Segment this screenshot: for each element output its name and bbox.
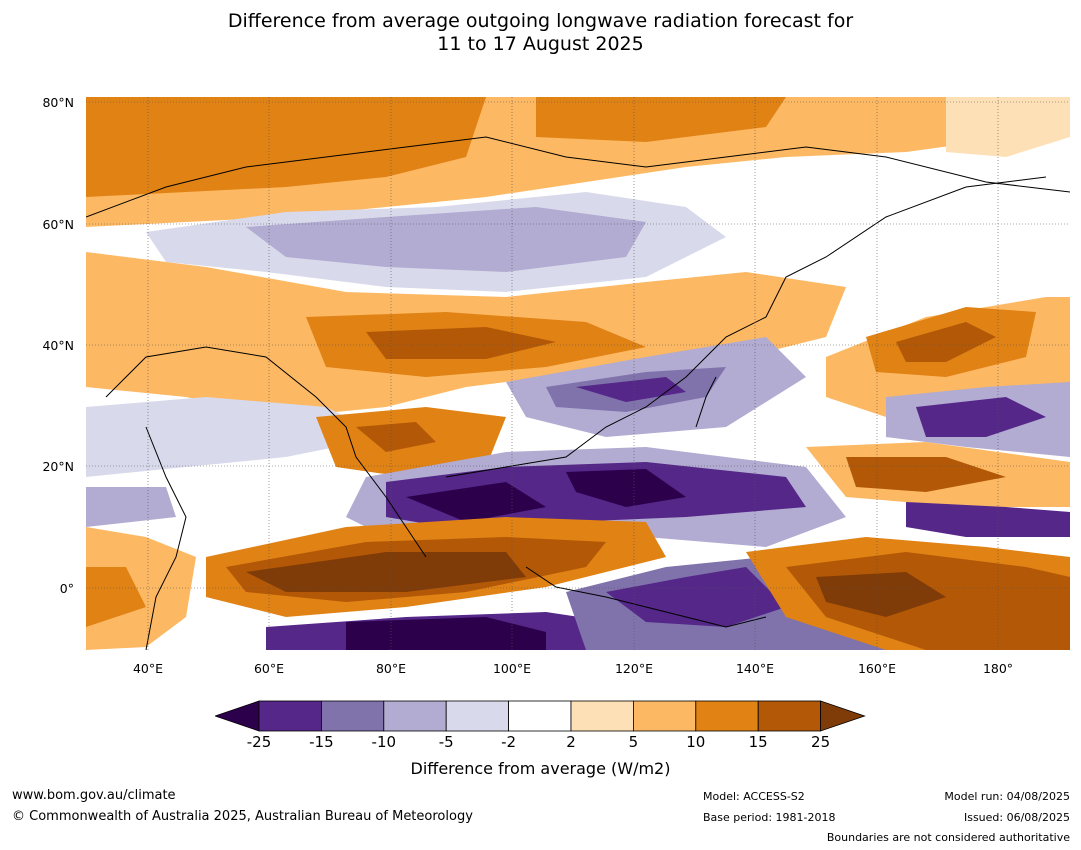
title-line-2: 11 to 17 August 2025 bbox=[437, 33, 644, 55]
colorbar-label: Difference from average (W/m2) bbox=[410, 759, 671, 778]
colorbar-tick-label: -10 bbox=[371, 733, 397, 751]
graticule bbox=[86, 97, 1070, 650]
footer-disclaimer: Boundaries are not considered authoritat… bbox=[826, 831, 1070, 844]
lon-label-140e: 140°E bbox=[735, 661, 774, 676]
lat-label-20n: 20°N bbox=[42, 459, 74, 474]
footer-model-run: Model run: 04/08/2025 bbox=[944, 790, 1070, 803]
lat-label-0: 0° bbox=[59, 581, 74, 596]
colorbar-segment bbox=[570, 700, 634, 732]
colorbar-tick-label: 2 bbox=[566, 733, 576, 751]
colorbar-segment bbox=[757, 700, 822, 732]
colorbar-tick-label: 10 bbox=[686, 733, 706, 751]
lat-label-40n: 40°N bbox=[42, 338, 74, 353]
anomaly-map bbox=[85, 97, 1071, 651]
footer-model: Model: ACCESS-S2 bbox=[703, 790, 805, 803]
lat-label-80n: 80°N bbox=[42, 95, 74, 110]
colorbar-segment bbox=[258, 700, 322, 732]
lon-label-120e: 120°E bbox=[614, 661, 653, 676]
footer-issued: Issued: 06/08/2025 bbox=[963, 811, 1070, 824]
lon-label-100e: 100°E bbox=[492, 661, 531, 676]
lon-label-80e: 80°E bbox=[375, 661, 407, 676]
colorbar-tick-label: -2 bbox=[501, 733, 517, 751]
colorbar-tick-label: -25 bbox=[246, 733, 272, 751]
colorbar-segment bbox=[445, 700, 509, 732]
colorbar-tick-label: -15 bbox=[309, 733, 334, 751]
colorbar-segment bbox=[695, 700, 759, 732]
colorbar-tick-label: -5 bbox=[438, 733, 454, 751]
colorbar-segment bbox=[383, 700, 447, 732]
colorbar-extend-low bbox=[213, 700, 260, 732]
map-panel bbox=[85, 97, 1071, 651]
colorbar-segment bbox=[321, 700, 385, 732]
colorbar-svg bbox=[213, 700, 866, 732]
lon-label-60e: 60°E bbox=[253, 661, 285, 676]
map-title: Difference from average outgoing longwav… bbox=[0, 10, 1081, 56]
footer-copyright: © Commonwealth of Australia 2025, Austra… bbox=[12, 809, 473, 824]
footer-website: www.bom.gov.au/climate bbox=[12, 788, 176, 803]
lon-label-40e: 40°E bbox=[132, 661, 164, 676]
colorbar-tick-label: 15 bbox=[748, 733, 768, 751]
title-line-1: Difference from average outgoing longwav… bbox=[227, 10, 854, 32]
colorbar-extend-high bbox=[820, 700, 866, 732]
colorbar-segment bbox=[632, 700, 697, 732]
lon-label-180: 180° bbox=[982, 661, 1014, 676]
colorbar-segment bbox=[508, 700, 572, 732]
lat-label-60n: 60°N bbox=[42, 217, 74, 232]
footer-base-period: Base period: 1981-2018 bbox=[703, 811, 836, 824]
colorbar-tick-label: 5 bbox=[628, 733, 639, 751]
lon-label-160e: 160°E bbox=[857, 661, 896, 676]
colorbar-tick-label: 25 bbox=[811, 733, 831, 751]
colorbar bbox=[213, 700, 867, 736]
